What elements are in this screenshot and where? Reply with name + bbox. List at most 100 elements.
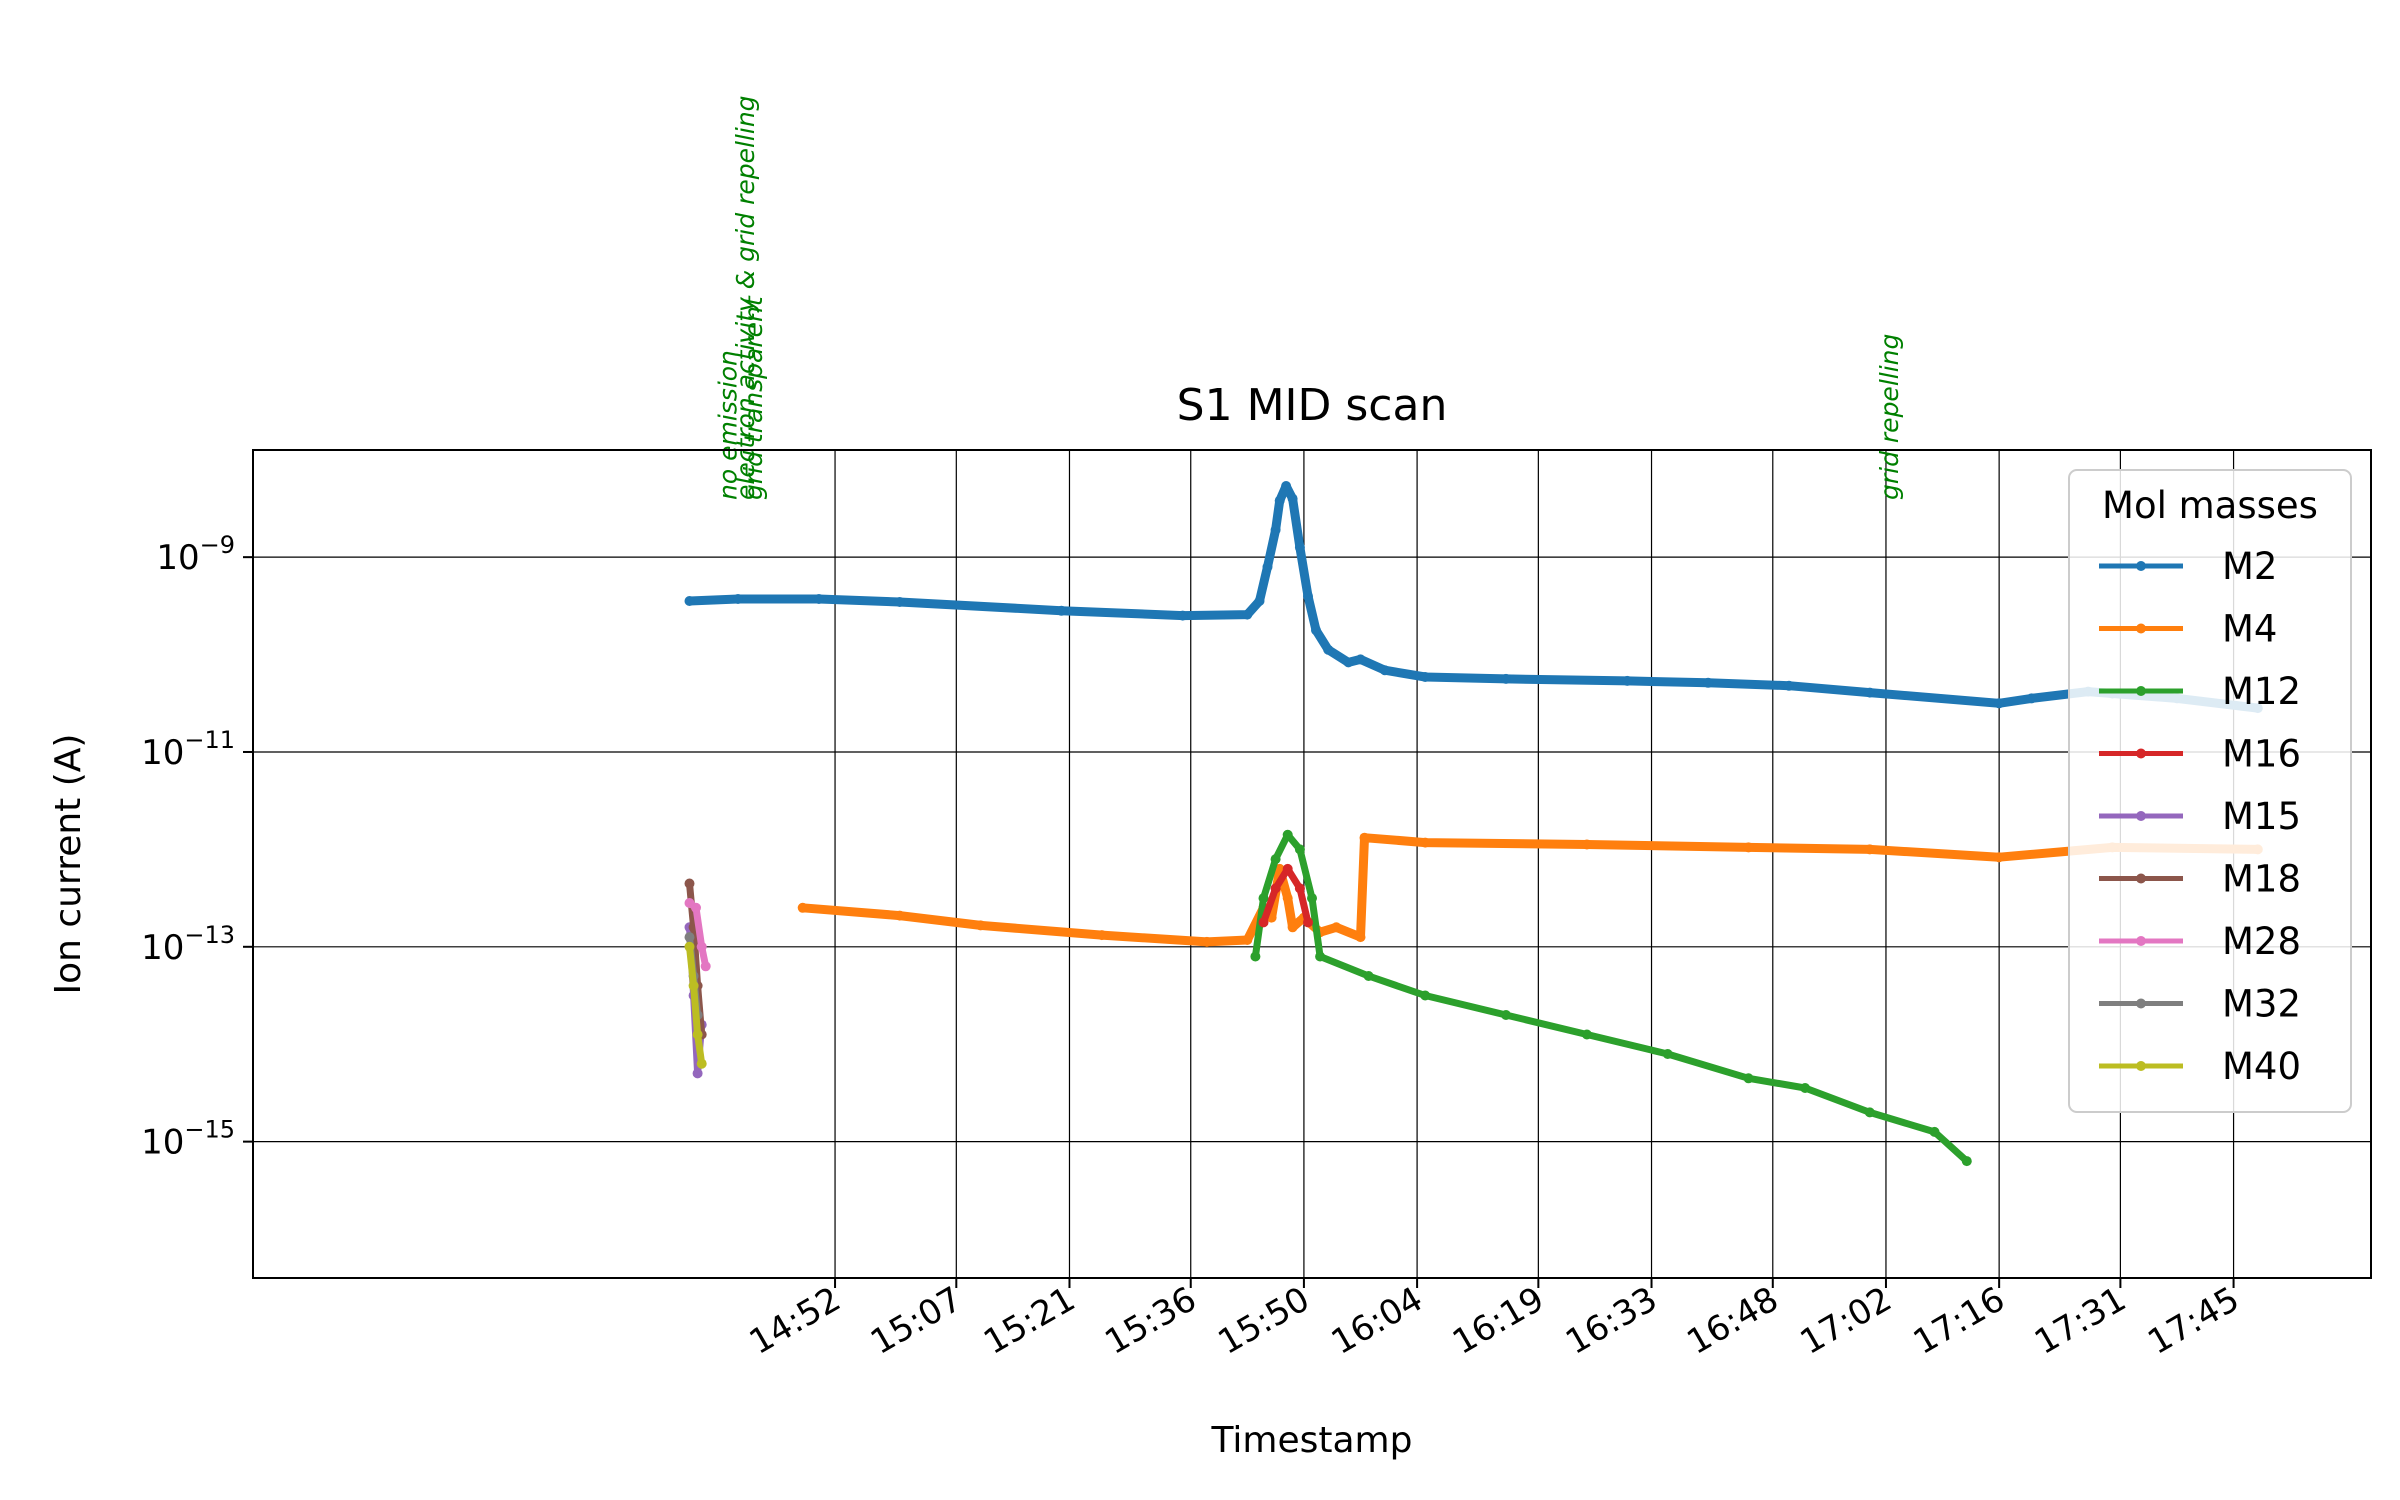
data-point xyxy=(692,1068,703,1079)
data-point xyxy=(1864,687,1875,698)
data-point xyxy=(797,902,808,913)
legend-marker xyxy=(2136,811,2146,821)
legend-label: M40 xyxy=(2222,1045,2301,1088)
data-point xyxy=(1258,917,1269,928)
data-point xyxy=(684,596,695,606)
series-m2 xyxy=(684,481,2263,714)
data-point xyxy=(1303,591,1313,602)
data-point xyxy=(1287,493,1298,504)
legend-item: M40 xyxy=(2099,1045,2301,1088)
series-line xyxy=(686,943,706,1068)
data-point xyxy=(684,878,695,889)
data-point xyxy=(1303,917,1313,928)
legend-item: M2 xyxy=(2099,545,2277,588)
data-point xyxy=(1343,657,1354,668)
legend-items: M2 M4 M12 M16 M15 M18 M28 M32 M40 xyxy=(2099,545,2301,1088)
legend-marker xyxy=(2136,1061,2146,1071)
data-point xyxy=(1262,561,1273,572)
legend-marker xyxy=(2136,936,2146,946)
y-tick-label: 10−13 xyxy=(141,921,235,968)
data-point xyxy=(691,902,701,913)
data-point xyxy=(1800,1083,1811,1093)
data-point xyxy=(1355,932,1366,943)
series-m16 xyxy=(1258,863,1313,928)
data-point xyxy=(1864,1107,1875,1118)
data-point xyxy=(1501,1010,1511,1020)
legend-marker xyxy=(2136,686,2146,696)
data-point xyxy=(1994,698,2005,709)
data-point xyxy=(1242,609,1253,620)
y-tick-exponent: −9 xyxy=(200,531,235,559)
data-point xyxy=(1250,951,1261,962)
legend-marker xyxy=(2136,748,2146,759)
series-m28 xyxy=(684,898,711,972)
data-point xyxy=(684,941,695,952)
data-point xyxy=(1254,596,1265,606)
plot-frame xyxy=(252,449,2372,1279)
data-point xyxy=(1355,654,1366,665)
legend-label: M32 xyxy=(2222,983,2301,1026)
data-point xyxy=(1929,1126,1940,1137)
y-axis-label: Ion current (A) xyxy=(48,734,89,995)
data-point xyxy=(1420,990,1431,1001)
data-point xyxy=(1242,935,1253,945)
annotation-label: electron activity & grid repelling xyxy=(731,95,760,500)
legend-item: M12 xyxy=(2099,670,2301,713)
data-point xyxy=(1501,673,1511,684)
data-point xyxy=(1096,930,1107,941)
legend-marker xyxy=(2136,623,2146,634)
data-point xyxy=(1282,863,1293,874)
x-axis-label: Timestamp xyxy=(1211,1420,1413,1461)
data-point xyxy=(1201,936,1212,947)
y-tick-label: 10−9 xyxy=(156,531,235,578)
data-point xyxy=(688,980,699,991)
data-point xyxy=(975,920,986,931)
data-point xyxy=(1282,893,1293,904)
data-point xyxy=(1177,610,1188,621)
y-tick-exponent: −13 xyxy=(184,921,235,949)
legend-title: Mol masses xyxy=(2102,484,2318,527)
data-point xyxy=(1622,675,1633,686)
y-tick-base: 10 xyxy=(141,1123,184,1163)
data-point xyxy=(1270,524,1281,535)
y-tick-base: 10 xyxy=(141,928,184,968)
legend-label: M4 xyxy=(2222,608,2277,651)
data-point xyxy=(1294,542,1305,553)
data-point xyxy=(1743,1073,1754,1084)
legend-label: M15 xyxy=(2222,795,2301,838)
legend-label: M28 xyxy=(2222,920,2301,963)
data-point xyxy=(1784,680,1794,691)
annotation-label: grid repelling xyxy=(1875,334,1904,500)
legend-marker xyxy=(2136,998,2146,1009)
annotation-label: no emission xyxy=(713,350,742,500)
data-point xyxy=(894,597,905,607)
series-line xyxy=(685,481,2263,713)
data-point xyxy=(1287,922,1298,933)
data-point xyxy=(1294,844,1305,855)
legend-item: M28 xyxy=(2099,920,2301,963)
data-point xyxy=(1581,1029,1592,1040)
data-point xyxy=(1274,495,1285,506)
data-point xyxy=(700,961,711,972)
data-point xyxy=(1363,971,1374,981)
data-point xyxy=(1662,1049,1673,1059)
data-point xyxy=(692,1029,703,1040)
data-point xyxy=(1961,1156,1972,1167)
data-point xyxy=(696,941,707,952)
data-point xyxy=(894,910,905,921)
legend-item: M16 xyxy=(2099,733,2301,776)
legend: Mol masses M2 M4 M12 M16 M15 M18 M28 M32 M40 xyxy=(2068,469,2352,1113)
series-m12 xyxy=(1250,829,1972,1167)
data-point xyxy=(1307,893,1317,904)
legend-label: M18 xyxy=(2222,858,2301,901)
data-point xyxy=(1311,625,1321,636)
data-point xyxy=(1703,677,1714,688)
data-point xyxy=(813,594,824,604)
legend-label: M2 xyxy=(2222,545,2277,588)
legend-marker xyxy=(2136,873,2146,884)
y-tick-label: 10−15 xyxy=(141,1116,235,1163)
y-tick-base: 10 xyxy=(141,733,184,773)
data-point xyxy=(1270,883,1281,894)
